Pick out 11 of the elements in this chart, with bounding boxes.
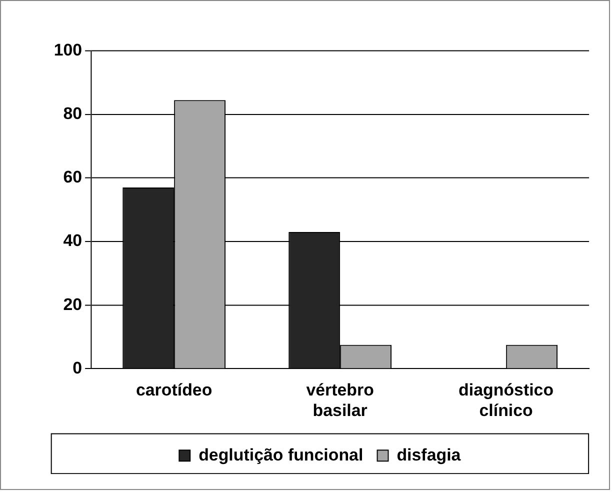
y-tick-label: 20 — [63, 294, 82, 314]
legend-label: deglutição funcional — [198, 445, 364, 464]
legend-label: disfagia — [396, 445, 462, 464]
y-tick-label: 60 — [63, 168, 82, 187]
x-tick-label: carotídeo — [136, 380, 212, 400]
y-tick-label: 0 — [72, 358, 82, 378]
y-tick-label: 100 — [54, 40, 82, 60]
x-tick-label: vértebro basilar — [306, 380, 374, 420]
y-tick-label: 80 — [63, 104, 82, 124]
y-tick-label: 40 — [63, 231, 82, 250]
x-tick-label: diagnóstico clínico — [458, 380, 554, 420]
